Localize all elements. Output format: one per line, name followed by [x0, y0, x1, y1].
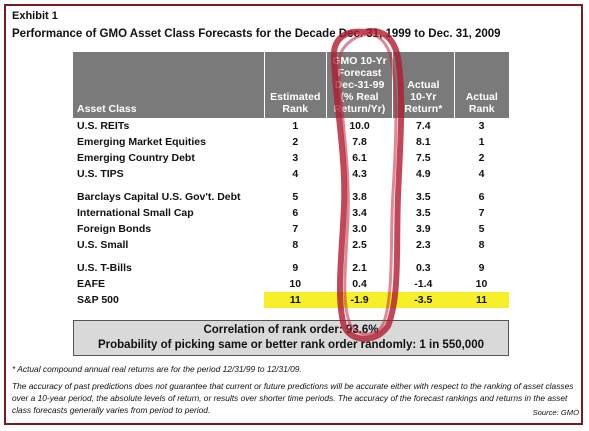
forecast-return-cell: 3.0 [352, 223, 367, 235]
actual-return-cell: -3.5 [392, 292, 455, 308]
actual-rank-cell: 10 [475, 278, 488, 290]
asset-class-cell: U.S. Small [77, 239, 129, 251]
estimated-rank-cell: 4 [292, 168, 299, 180]
estimated-rank-cell: 8 [292, 239, 299, 251]
table-row: U.S. T-Bills 9 2.1 0.3 9 [73, 260, 509, 276]
table-row: S&P 500 11 -1.9 -3.5 11 [73, 292, 509, 308]
actual-rank-cell: 11 [454, 292, 509, 308]
asset-class-cell: Foreign Bonds [77, 223, 152, 235]
header-forecast-line2: Forecast [337, 67, 382, 79]
header-estimated-rank: Estimated Rank [263, 52, 327, 118]
actual-return-cell: 2.3 [416, 239, 431, 251]
asset-class-cell: Barclays Capital U.S. Gov't. Debt [77, 191, 241, 203]
disclaimer: The accuracy of past predictions does no… [12, 381, 574, 415]
header-asset-class: Asset Class [73, 52, 265, 118]
header-actual-rank-line1: Actual [465, 91, 498, 103]
table-row: Barclays Capital U.S. Gov't. Debt 5 3.8 3.5… [73, 189, 509, 205]
estimated-rank-cell: 1 [292, 120, 299, 132]
asset-class-cell: U.S. TIPS [77, 168, 124, 180]
header-actual-return-line1: Actual [407, 79, 440, 91]
header-estimated-rank-line2: Rank [282, 103, 309, 115]
forecast-return-cell: 6.1 [352, 152, 367, 164]
table-row: U.S. REITs 1 10.0 7.4 3 [73, 118, 509, 134]
actual-return-cell: 7.5 [416, 152, 431, 164]
header-forecast-line4: (% Real [340, 91, 379, 103]
estimated-rank-cell: 5 [292, 191, 299, 203]
actual-rank-cell: 5 [478, 223, 485, 235]
estimated-rank-cell: 2 [292, 136, 299, 148]
asset-class-cell: EAFE [77, 278, 106, 290]
actual-return-cell: 7.4 [416, 120, 431, 132]
exhibit-label: Exhibit 1 [12, 10, 58, 22]
actual-rank-cell: 8 [478, 239, 485, 251]
asset-class-cell: S&P 500 [73, 292, 265, 308]
forecast-return-cell: 3.4 [352, 207, 367, 219]
table-row: Emerging Market Equities 2 7.8 8.1 1 [73, 134, 509, 150]
estimated-rank-cell: 11 [264, 292, 327, 308]
group-spacer [73, 253, 509, 260]
header-actual-return-line2: 10-Yr [410, 91, 437, 103]
header-actual-rank-line2: Rank [468, 103, 495, 115]
table-row: U.S. Small 8 2.5 2.3 8 [73, 237, 509, 253]
actual-return-cell: 4.9 [416, 168, 431, 180]
estimated-rank-cell: 10 [289, 278, 302, 290]
header-forecast-line1: GMO 10-Yr [332, 55, 387, 67]
asset-class-cell: U.S. REITs [77, 120, 130, 132]
actual-return-cell: 3.5 [416, 191, 431, 203]
forecast-return-cell: 4.3 [352, 168, 367, 180]
actual-return-cell: 3.9 [416, 223, 431, 235]
header-gmo-forecast: GMO 10-Yr Forecast Dec-31-99 (% Real Ret… [325, 52, 393, 118]
header-actual-rank: Actual Rank [453, 52, 509, 118]
estimated-rank-cell: 7 [292, 223, 299, 235]
table-row: U.S. TIPS 4 4.3 4.9 4 [73, 166, 509, 182]
table-row: Foreign Bonds 7 3.0 3.9 5 [73, 221, 509, 237]
actual-return-cell: -1.4 [414, 278, 433, 290]
asset-class-cell: Emerging Market Equities [77, 136, 206, 148]
actual-return-cell: 3.5 [416, 207, 431, 219]
actual-return-cell: 0.3 [416, 262, 431, 274]
actual-rank-cell: 3 [478, 120, 485, 132]
forecast-return-cell: 2.1 [352, 262, 367, 274]
forecast-return-cell: -1.9 [326, 292, 393, 308]
forecast-return-cell: 10.0 [349, 120, 370, 132]
footnote: * Actual compound annual real returns ar… [12, 364, 302, 374]
forecast-return-cell: 2.5 [352, 239, 367, 251]
forecast-table-container: Asset Class Estimated Rank GMO 10-Yr For… [73, 52, 509, 308]
estimated-rank-cell: 6 [292, 207, 299, 219]
actual-rank-cell: 2 [478, 152, 485, 164]
header-forecast-line5: Return/Yr) [333, 103, 386, 115]
forecast-return-cell: 3.8 [352, 191, 367, 203]
exhibit-title: Performance of GMO Asset Class Forecasts… [12, 28, 501, 40]
actual-rank-cell: 6 [478, 191, 485, 203]
correlation-text: Correlation of rank order: 93.6% [203, 324, 379, 336]
table-body: U.S. REITs 1 10.0 7.4 3 Emerging Market Equit… [73, 118, 509, 308]
forecast-return-cell: 7.8 [352, 136, 367, 148]
table-header-row: Asset Class Estimated Rank GMO 10-Yr For… [73, 52, 509, 118]
actual-rank-cell: 4 [478, 168, 485, 180]
estimated-rank-cell: 3 [292, 152, 299, 164]
actual-rank-cell: 7 [478, 207, 485, 219]
actual-rank-cell: 9 [478, 262, 485, 274]
asset-class-cell: Emerging Country Debt [77, 152, 195, 164]
table-row: EAFE 10 0.4 -1.4 10 [73, 276, 509, 292]
asset-class-cell: International Small Cap [77, 207, 194, 219]
forecast-table: Asset Class Estimated Rank GMO 10-Yr For… [73, 52, 509, 308]
actual-return-cell: 8.1 [416, 136, 431, 148]
probability-text: Probability of picking same or better ra… [97, 339, 484, 351]
correlation-box: Correlation of rank order: 93.6% Probabi… [73, 320, 509, 356]
table-row: International Small Cap 6 3.4 3.5 7 [73, 205, 509, 221]
header-actual-return-line3: Return* [404, 103, 443, 115]
source-note: Source: GMO [532, 408, 579, 417]
header-forecast-line3: Dec-31-99 [334, 79, 385, 91]
header-estimated-rank-line1: Estimated [270, 91, 321, 103]
actual-rank-cell: 1 [478, 136, 485, 148]
estimated-rank-cell: 9 [292, 262, 299, 274]
forecast-return-cell: 0.4 [352, 278, 367, 290]
table-row: Emerging Country Debt 3 6.1 7.5 2 [73, 150, 509, 166]
header-actual-return: Actual 10-Yr Return* [392, 52, 455, 118]
group-spacer [73, 182, 509, 189]
asset-class-cell: U.S. T-Bills [77, 262, 132, 274]
